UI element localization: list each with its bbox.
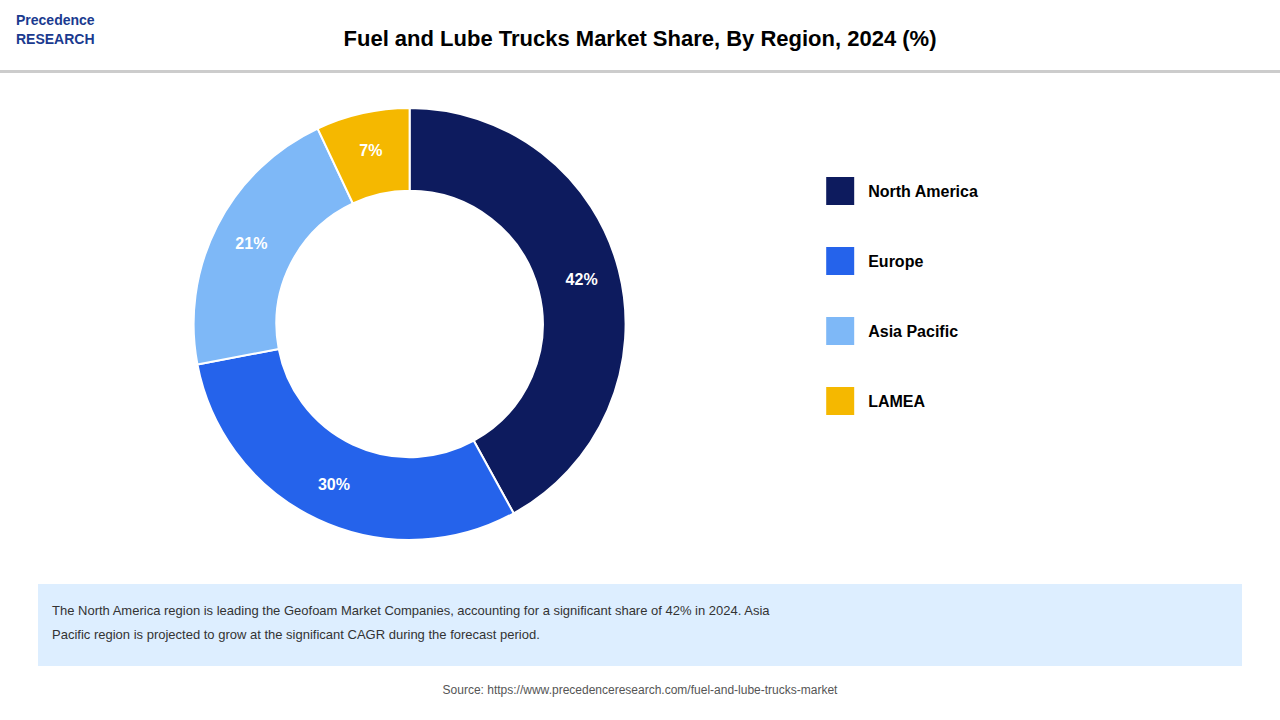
svg-text:LAMEA: LAMEA [868, 393, 925, 410]
svg-text:Precedence: Precedence [16, 12, 95, 28]
svg-text:Pacific region is projected to: Pacific region is projected to grow at t… [52, 627, 540, 642]
svg-text:42%: 42% [566, 271, 598, 288]
svg-text:Europe: Europe [868, 253, 923, 270]
svg-text:30%: 30% [318, 476, 350, 493]
svg-text:Asia Pacific: Asia Pacific [868, 323, 958, 340]
svg-text:The North America region is le: The North America region is leading the … [52, 603, 770, 618]
svg-text:Fuel and Lube Trucks Market Sh: Fuel and Lube Trucks Market Share, By Re… [344, 26, 937, 51]
svg-text:Source: https://www.precedence: Source: https://www.precedenceresearch.c… [443, 683, 839, 697]
svg-text:North America: North America [868, 183, 978, 200]
svg-text:7%: 7% [359, 142, 382, 159]
svg-text:RESEARCH: RESEARCH [16, 31, 95, 47]
svg-text:21%: 21% [235, 235, 267, 252]
